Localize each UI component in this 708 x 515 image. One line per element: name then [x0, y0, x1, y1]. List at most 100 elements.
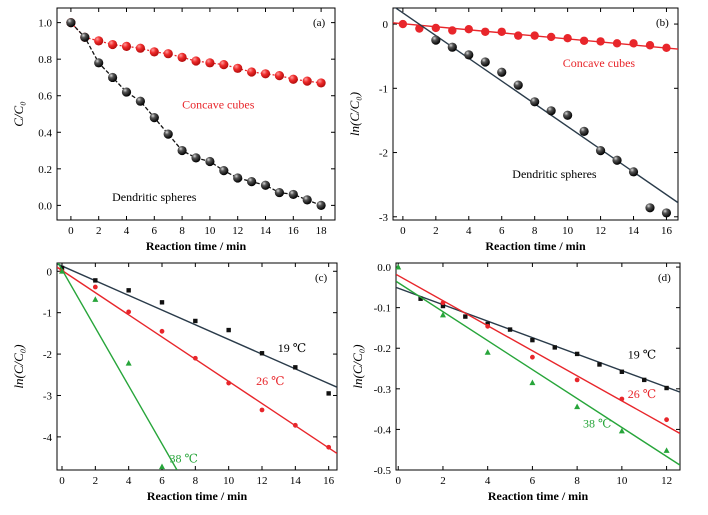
y-tick-label: 1.0 [38, 18, 52, 30]
y-tick-label: 0.2 [38, 164, 52, 176]
x-tick-label: 14 [628, 225, 640, 237]
data-point-dendritic-spheres [497, 67, 507, 77]
data-point-dendritic-spheres [316, 200, 326, 210]
y-tick-label: -3 [43, 390, 53, 402]
data-point-38 [529, 379, 536, 386]
panel-label: (d) [658, 272, 671, 284]
data-point-dendritic-spheres [163, 129, 173, 139]
data-point-concave-cubes [662, 43, 671, 53]
data-point-concave-cubes [191, 56, 201, 66]
data-point-dendritic-spheres [205, 156, 215, 167]
data-point-19 [619, 369, 625, 374]
plot-area [57, 263, 337, 470]
data-point-dendritic-spheres [431, 35, 441, 45]
x-tick-label: 8 [179, 225, 185, 237]
data-point-26 [259, 407, 265, 413]
x-tick-label: 2 [93, 475, 99, 487]
data-point-26 [619, 396, 625, 402]
data-point-26 [292, 422, 298, 428]
x-tick-label: 0 [400, 225, 406, 237]
plot-area [66, 18, 326, 210]
x-axis-title: Reaction time / min [147, 489, 248, 503]
y-tick-label: 0.8 [38, 54, 52, 66]
data-point-dendritic-spheres [628, 167, 639, 177]
data-point-dendritic-spheres [94, 58, 104, 68]
data-point-19 [93, 278, 98, 283]
data-point-38 [92, 296, 99, 302]
data-point-19 [597, 362, 602, 367]
data-point-dendritic-spheres [80, 32, 90, 42]
x-tick-label: 4 [124, 225, 130, 237]
data-point-dendritic-spheres [530, 97, 540, 107]
data-point-dendritic-spheres [191, 153, 201, 163]
data-point-concave-cubes [546, 32, 556, 42]
y-tick-label: 0.4 [38, 127, 52, 139]
x-tick-label: 4 [126, 475, 132, 487]
fit-line-38 [57, 263, 178, 470]
data-point-concave-cubes [398, 19, 408, 29]
y-tick-label: -0.4 [374, 424, 392, 436]
data-point-26 [126, 309, 132, 315]
data-point-concave-cubes [645, 41, 655, 50]
x-tick-label: 16 [661, 225, 673, 237]
data-point-26 [530, 354, 535, 360]
x-tick-label: 0 [395, 475, 401, 487]
data-point-concave-cubes [481, 27, 490, 36]
data-point-38 [618, 427, 625, 434]
data-point-dendritic-spheres [563, 110, 573, 120]
annotation-dendritic-spheres: Dendritic spheres [512, 167, 597, 181]
annotation-26: 26 ℃ [628, 387, 656, 401]
data-point-26 [485, 323, 491, 329]
data-point-concave-cubes [260, 69, 271, 79]
panel-label: (c) [315, 272, 328, 284]
y-tick-label: 0.0 [377, 262, 391, 274]
data-point-concave-cubes [316, 78, 326, 88]
plot-area [396, 263, 680, 466]
x-tick-label: 14 [260, 225, 272, 237]
data-point-concave-cubes [431, 23, 441, 33]
data-point-38 [484, 349, 491, 355]
data-point-dendritic-spheres [108, 72, 118, 83]
x-axis-title: Reaction time / min [146, 239, 247, 253]
annotation-19: 19 ℃ [628, 347, 656, 361]
data-point-concave-cubes [205, 58, 215, 68]
y-axis-title: ln(C/C₀) [347, 92, 362, 136]
x-tick-label: 8 [193, 475, 199, 487]
x-tick-label: 6 [499, 225, 505, 237]
x-tick-label: 4 [485, 475, 491, 487]
data-point-concave-cubes [163, 49, 173, 59]
data-point-dendritic-spheres [121, 87, 132, 97]
y-axis-title: C/C₀ [11, 101, 26, 126]
data-point-19 [259, 351, 265, 356]
data-point-19 [418, 296, 423, 301]
data-point-19 [159, 300, 165, 305]
data-point-concave-cubes [596, 37, 605, 46]
y-tick-label: 0 [47, 266, 53, 278]
x-tick-label: 0 [68, 225, 74, 237]
y-tick-label: -0.3 [374, 384, 392, 396]
data-point-concave-cubes [149, 47, 159, 57]
x-tick-label: 6 [530, 475, 536, 487]
data-point-26 [440, 300, 446, 306]
data-point-concave-cubes [121, 41, 132, 51]
data-point-19 [552, 345, 557, 350]
data-point-dendritic-spheres [288, 189, 298, 200]
x-tick-label: 10 [223, 475, 235, 487]
data-point-concave-cubes [464, 25, 473, 34]
data-point-dendritic-spheres [135, 96, 145, 106]
x-tick-label: 12 [661, 475, 672, 487]
data-point-dendritic-spheres [661, 208, 672, 218]
annotation-concave-cubes: Concave cubes [182, 98, 255, 112]
data-point-dendritic-spheres [464, 50, 474, 60]
data-point-38 [125, 359, 132, 366]
panel-label: (a) [313, 17, 326, 29]
y-tick-label: 0.0 [38, 200, 52, 212]
connect-line-dendritic-spheres [70, 22, 322, 206]
x-tick-label: 6 [152, 225, 158, 237]
x-tick-label: 10 [616, 475, 628, 487]
x-tick-label: 0 [59, 475, 65, 487]
data-point-dendritic-spheres [260, 180, 271, 190]
data-point-19 [226, 327, 231, 333]
